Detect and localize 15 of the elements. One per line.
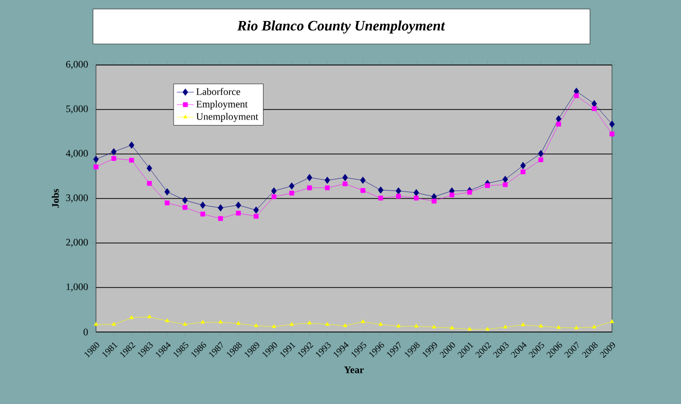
y-tick-label: 5,000 [66,105,88,114]
y-tick-label: 0 [84,328,88,336]
legend-label: Employment [196,100,248,110]
chart-title: Rio Blanco County Unemployment [237,20,446,34]
y-axis-title: Jobs [52,189,59,208]
x-tick-label: 1991 [280,342,296,358]
x-axis-title: Year [344,366,364,374]
y-tick-label: 6,000 [66,60,88,70]
legend-label: Unemployment [196,112,258,122]
legend-label: Laborforce [196,88,240,96]
y-tick-label: 2,000 [66,238,88,248]
x-tick-label: 1981 [102,342,118,358]
y-tick-label: 1,000 [66,283,88,292]
y-tick-label: 4,000 [66,150,88,158]
y-tick-label: 3,000 [66,194,88,203]
